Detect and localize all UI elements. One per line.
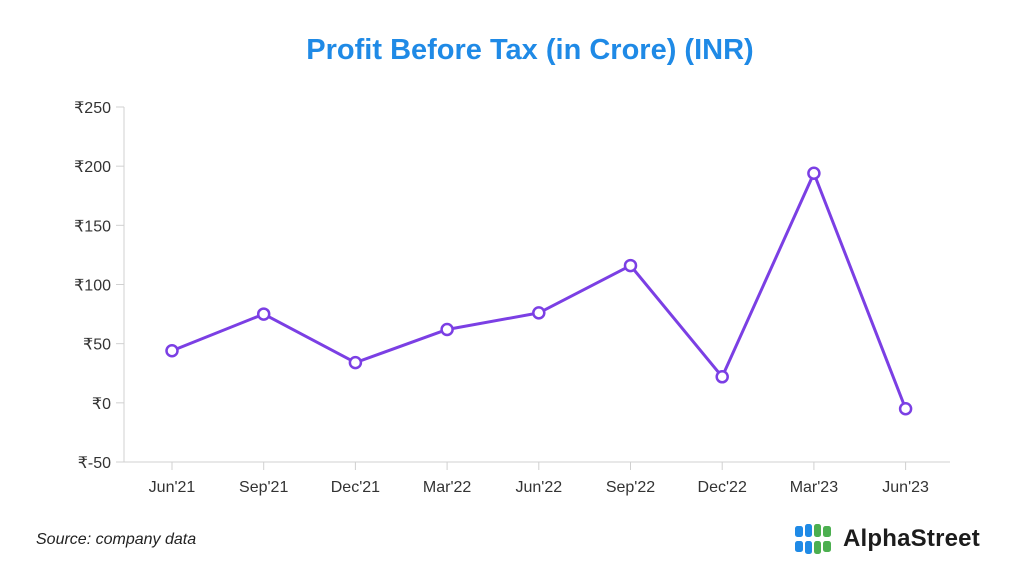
x-tick-label: Dec'21 xyxy=(331,479,380,496)
x-tick-label: Sep'22 xyxy=(606,479,655,496)
x-tick-label: Jun'22 xyxy=(515,479,562,496)
x-tick-label: Jun'23 xyxy=(882,479,929,496)
data-point xyxy=(440,322,454,337)
data-point xyxy=(715,370,729,384)
x-tick-label: Dec'22 xyxy=(698,479,747,496)
data-point xyxy=(623,258,638,273)
y-tick-label: ₹-50 xyxy=(78,455,111,472)
y-axis: ₹-50 ₹0 ₹50 ₹100 ₹150 ₹200 ₹250 xyxy=(74,100,125,472)
y-tick-label: ₹200 xyxy=(74,159,111,176)
brand: AlphaStreet xyxy=(795,524,980,554)
y-tick-label: ₹0 xyxy=(92,396,111,413)
brand-name: AlphaStreet xyxy=(843,525,980,552)
data-point xyxy=(256,307,271,321)
series-line xyxy=(170,171,908,411)
alphastreet-logo-icon xyxy=(795,524,831,554)
x-tick-label: Sep'21 xyxy=(239,479,288,496)
chart-title: Profit Before Tax (in Crore) (INR) xyxy=(306,34,754,66)
data-point xyxy=(532,306,546,320)
data-point xyxy=(348,355,363,370)
x-tick-label: Mar'22 xyxy=(423,479,472,496)
y-tick-label: ₹100 xyxy=(74,278,111,295)
y-tick-label: ₹50 xyxy=(83,337,111,354)
x-tick-label: Mar'23 xyxy=(790,479,839,496)
data-point xyxy=(807,166,821,181)
series xyxy=(165,166,913,416)
x-axis: Jun'21 Sep'21 Dec'21 Mar'22 Jun'22 Sep'22 Dec'… xyxy=(124,461,950,496)
data-point xyxy=(898,402,913,416)
y-tick-label: ₹250 xyxy=(74,100,111,117)
x-tick-label: Jun'21 xyxy=(149,479,196,496)
y-tick-label: ₹150 xyxy=(74,218,111,235)
source-note: Source: company data xyxy=(36,531,197,548)
data-point xyxy=(165,344,179,358)
